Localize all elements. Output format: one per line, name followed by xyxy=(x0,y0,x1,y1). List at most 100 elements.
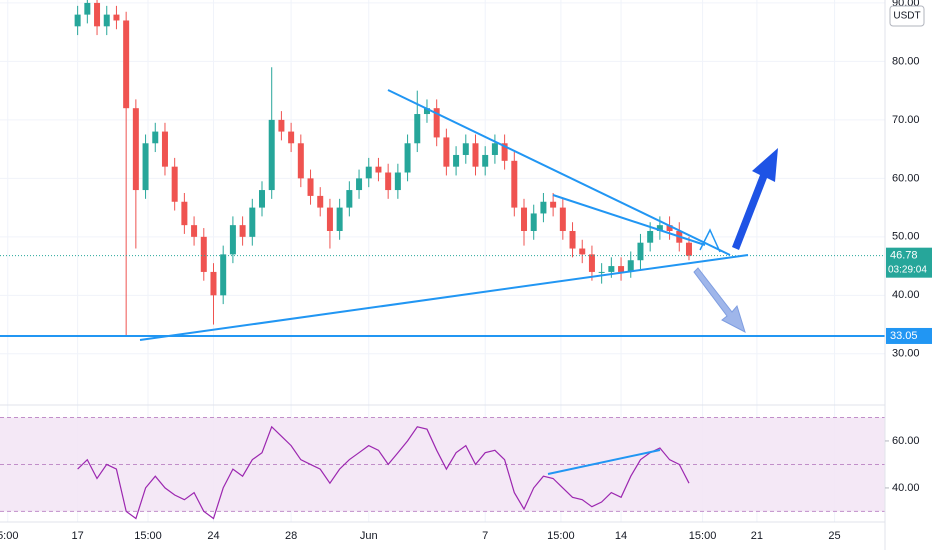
candle-body xyxy=(220,254,227,296)
candle-body xyxy=(161,131,168,167)
candle-body xyxy=(618,266,625,272)
candle-body xyxy=(74,14,81,27)
candle-body xyxy=(356,178,363,191)
y-tick-label: 40.00 xyxy=(892,289,920,301)
candle-body xyxy=(336,207,343,231)
candle-body xyxy=(530,213,537,231)
candle-body xyxy=(462,143,469,155)
x-tick-label: 24 xyxy=(207,530,219,542)
rsi-tick-label: 40.00 xyxy=(892,482,920,494)
last-price-label: 46.78 xyxy=(890,250,918,262)
rsi-band xyxy=(0,416,885,512)
candle-body xyxy=(365,166,372,179)
candle-body xyxy=(171,166,178,202)
candle-body xyxy=(482,154,489,167)
candle-body xyxy=(433,108,440,138)
candle-body xyxy=(521,207,528,231)
candle-body xyxy=(288,131,295,144)
candle-body xyxy=(579,248,586,255)
candle-body xyxy=(259,190,266,208)
trendline xyxy=(387,89,731,256)
candle-body xyxy=(191,225,198,237)
arrow-up xyxy=(732,148,778,250)
candle-body xyxy=(239,225,246,237)
trendline xyxy=(552,194,706,246)
support-label: 33.05 xyxy=(890,330,918,342)
candle-body xyxy=(627,260,634,272)
candle-body xyxy=(423,108,430,115)
x-tick-label: Jun xyxy=(360,530,378,542)
candle-body xyxy=(181,201,188,226)
candle-body xyxy=(501,143,508,161)
candle-body xyxy=(152,131,159,144)
support-tag xyxy=(886,327,932,344)
y-tick-label: 30.00 xyxy=(892,348,920,360)
candle-body xyxy=(637,242,644,261)
candle-body xyxy=(647,230,654,243)
rsi-trendline xyxy=(547,449,661,475)
currency-box xyxy=(889,5,925,27)
candle-body xyxy=(84,2,91,15)
candle-body xyxy=(656,225,663,231)
x-tick-label: 15:00 xyxy=(689,530,717,542)
candle-body xyxy=(307,178,314,196)
candle-body xyxy=(142,143,149,191)
x-tick-label: 15:00 xyxy=(134,530,162,542)
candle-body xyxy=(608,266,615,272)
arrow-down xyxy=(693,267,746,333)
rsi-line xyxy=(77,425,690,520)
x-tick-label: 21 xyxy=(751,530,763,542)
candle-body xyxy=(103,14,110,27)
candle-body xyxy=(113,14,120,21)
candle-body xyxy=(346,190,353,208)
candle-body xyxy=(569,230,576,249)
candle-body xyxy=(559,207,566,231)
candle-body xyxy=(666,225,673,231)
candle-body xyxy=(249,207,256,237)
y-tick-label: 80.00 xyxy=(892,55,920,67)
last-price-tag xyxy=(886,247,932,278)
candle-body xyxy=(278,119,285,132)
candle-body xyxy=(326,207,333,231)
candle-body xyxy=(685,242,692,256)
candle-body xyxy=(550,201,557,208)
candle-body xyxy=(404,143,411,173)
candle-body xyxy=(375,166,382,173)
marks xyxy=(0,0,885,520)
triangle xyxy=(699,228,721,253)
candle-body xyxy=(132,108,139,191)
y-tick-label: 50.00 xyxy=(892,231,920,243)
candle-body xyxy=(229,225,236,255)
x-tick-label: 28 xyxy=(285,530,297,542)
countdown: 03:29:04 xyxy=(888,264,927,275)
candle-body xyxy=(385,172,392,191)
candle-body xyxy=(200,236,207,272)
candle-body xyxy=(491,143,498,155)
x-tick-label: 17 xyxy=(72,530,84,542)
y-tick-label: 90.00 xyxy=(892,0,920,9)
candle-body xyxy=(414,114,421,144)
candle-body xyxy=(598,271,605,273)
candle-body xyxy=(394,172,401,191)
candle-body xyxy=(268,119,275,191)
y-tick-label: 70.00 xyxy=(892,114,920,126)
y-tick-label: 60.00 xyxy=(892,172,920,184)
candle-body xyxy=(94,2,101,27)
candle-body xyxy=(443,137,450,167)
candle-body xyxy=(540,201,547,214)
trendline xyxy=(139,254,749,341)
candle-body xyxy=(472,143,479,167)
candle-body xyxy=(453,154,460,167)
candle-body xyxy=(297,143,304,179)
x-tick-label: 15:00 xyxy=(547,530,575,542)
candle-body xyxy=(588,254,595,272)
x-tick-label: 14 xyxy=(615,530,627,542)
rsi-tick-label: 60.00 xyxy=(892,435,920,447)
candle-body xyxy=(317,195,324,208)
x-tick-label: 25 xyxy=(828,530,840,542)
currency: USDT xyxy=(893,11,920,22)
candle-body xyxy=(123,20,130,109)
candle-body xyxy=(511,160,518,208)
